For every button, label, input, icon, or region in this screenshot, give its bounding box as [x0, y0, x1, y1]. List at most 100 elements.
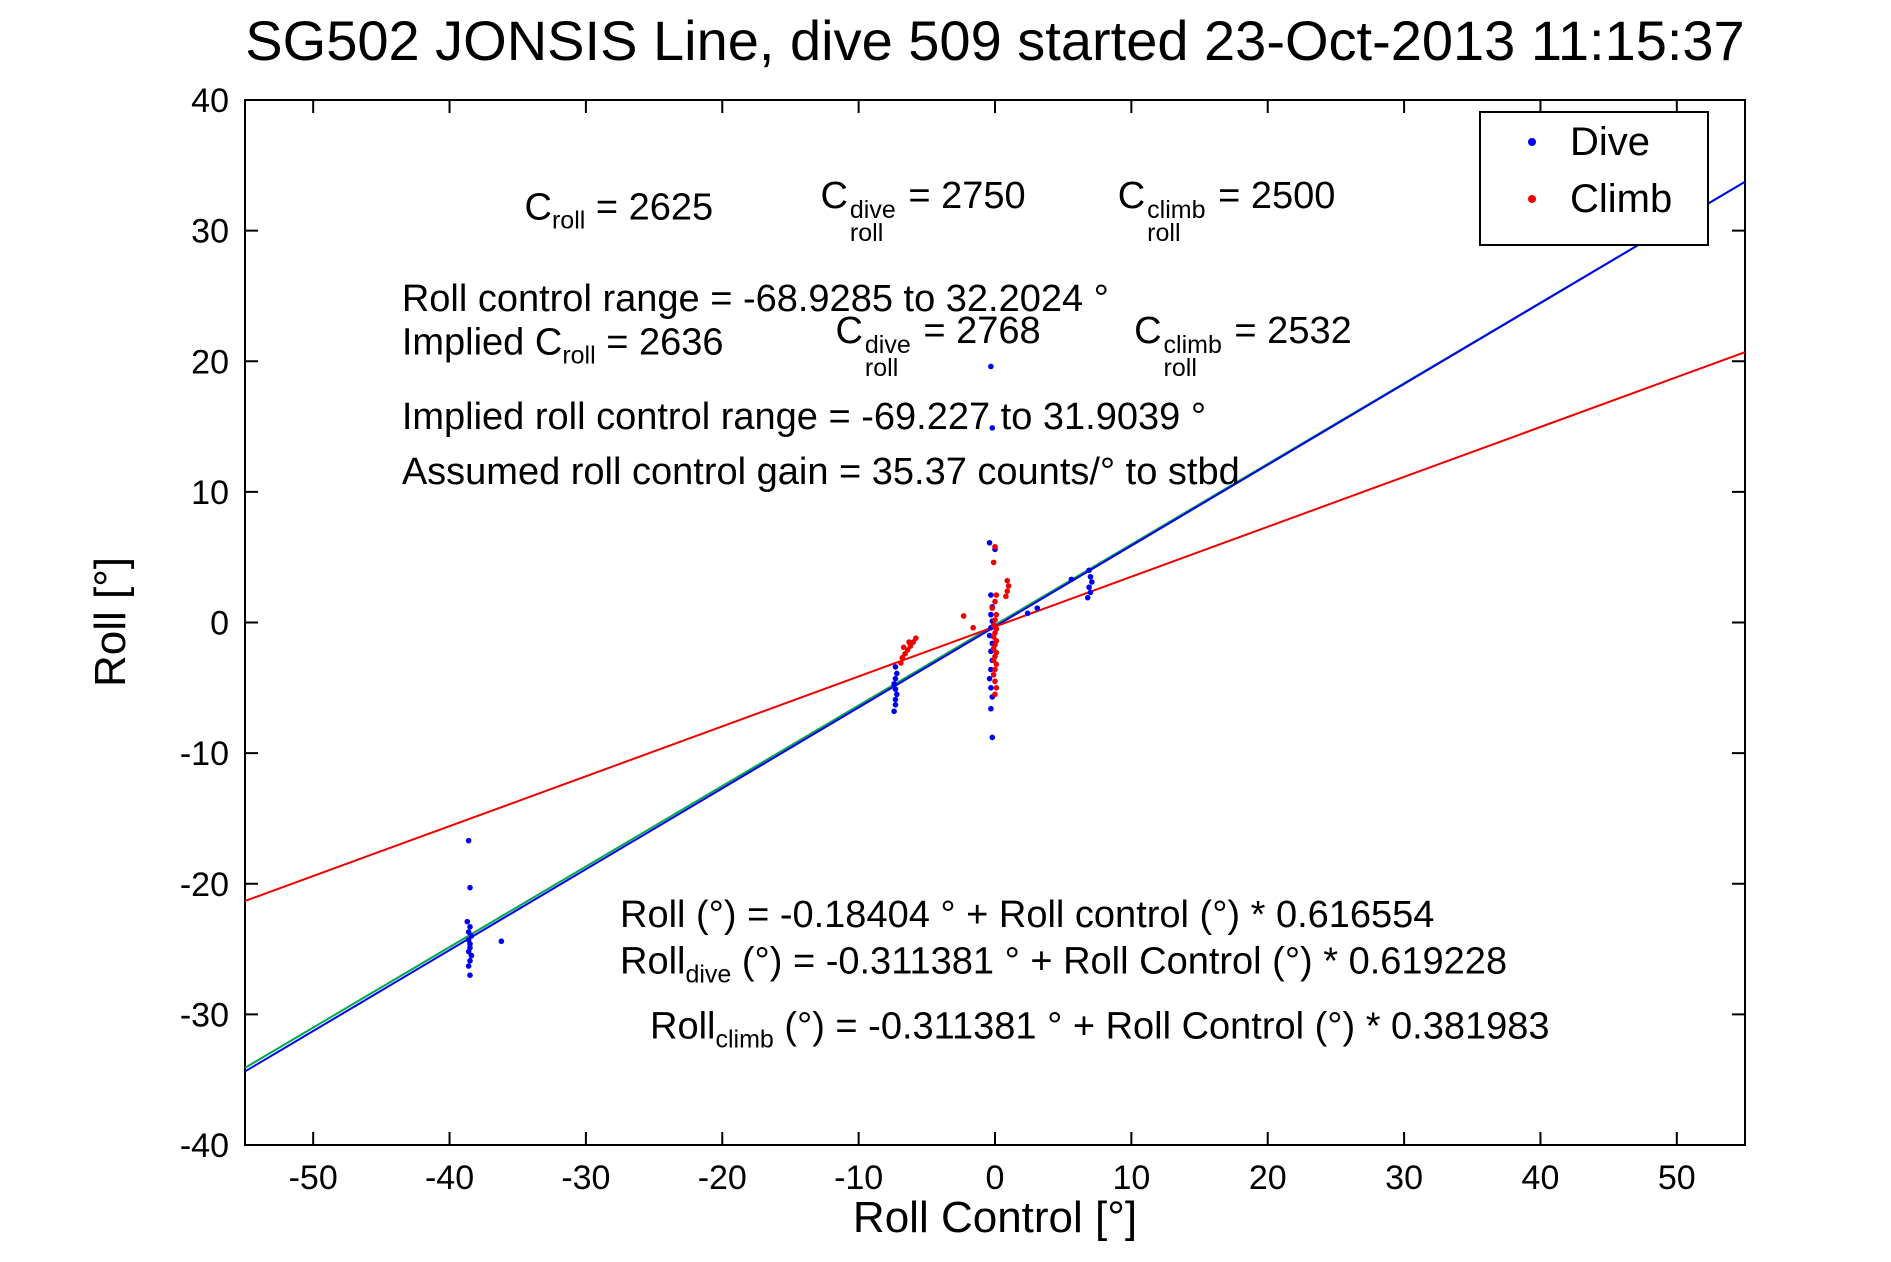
climb-point — [993, 661, 1000, 668]
climb-point — [902, 651, 908, 657]
dive-point — [891, 708, 897, 715]
dive-point — [988, 685, 994, 691]
climb-point — [1003, 593, 1009, 600]
climb-point — [990, 657, 997, 664]
y-tick-label: 20 — [191, 343, 229, 381]
dive-point — [467, 972, 473, 978]
legend-box — [1479, 111, 1709, 246]
climb-point — [989, 605, 996, 611]
y-tick-label: -20 — [180, 866, 229, 904]
climb-point — [990, 645, 997, 652]
x-tick-label: -50 — [289, 1159, 338, 1197]
dive-point — [1086, 567, 1092, 574]
climb-point — [1004, 577, 1011, 584]
climb-point — [910, 639, 916, 645]
dive-point — [467, 958, 473, 964]
dive-point — [1089, 579, 1095, 585]
climb-point — [990, 634, 997, 640]
x-tick-label: -30 — [561, 1159, 610, 1197]
legend-label-dive: Dive — [1570, 120, 1650, 164]
dive-point — [1034, 605, 1041, 611]
dive-point — [498, 938, 505, 945]
x-tick-label: 50 — [1658, 1159, 1696, 1197]
x-axis-label: Roll Control [°] — [853, 1193, 1137, 1242]
dive-point — [988, 363, 994, 370]
y-tick-label: 0 — [210, 605, 229, 643]
dive-point — [1086, 584, 1092, 591]
dive-point — [986, 540, 993, 546]
dive-point — [989, 425, 996, 431]
dive-point — [894, 691, 900, 698]
dive-point — [465, 963, 472, 969]
climb-point — [992, 666, 998, 673]
climb-point — [900, 644, 907, 651]
x-tick-label: -20 — [698, 1159, 747, 1197]
legend-marker-climb-icon — [1528, 195, 1536, 203]
climb-point — [992, 543, 998, 550]
dive-point — [465, 837, 472, 844]
dive-point — [988, 592, 994, 598]
x-tick-label: 30 — [1385, 1159, 1423, 1197]
dive-point — [988, 666, 994, 673]
climb-point — [992, 617, 998, 623]
y-tick-label: 40 — [191, 82, 229, 120]
climb-point — [906, 639, 912, 645]
climb-point — [960, 613, 967, 619]
dive-point — [986, 675, 993, 682]
dive-point — [892, 701, 899, 708]
climb-point — [992, 598, 998, 605]
dive-point — [891, 681, 897, 687]
x-tick-label: 0 — [986, 1159, 1005, 1197]
legend-label-climb: Climb — [1570, 177, 1672, 221]
legend-marker-dive-icon — [1528, 138, 1536, 146]
climb-point — [990, 671, 997, 678]
climb-point — [992, 678, 998, 685]
y-tick-label: -40 — [180, 1127, 229, 1165]
climb-point — [970, 624, 976, 631]
climb-point — [993, 592, 1000, 598]
dive-point — [988, 705, 994, 712]
dive-point — [465, 948, 472, 955]
chart-title: SG502 JONSIS Line, dive 509 started 23-O… — [245, 9, 1744, 72]
y-axis-label: Roll [°] — [86, 557, 135, 687]
dive-point — [892, 675, 899, 682]
climb-point — [1004, 588, 1011, 594]
dive-point — [892, 686, 899, 692]
x-tick-label: -40 — [425, 1159, 474, 1197]
y-tick-label: 10 — [191, 474, 229, 512]
climb-point — [904, 647, 911, 653]
x-tick-label: 20 — [1249, 1159, 1287, 1197]
climb-point — [898, 660, 904, 666]
climb-point — [899, 654, 906, 661]
climb-point — [1005, 583, 1012, 589]
x-tick-label: 40 — [1522, 1159, 1560, 1197]
climb-point — [913, 635, 919, 641]
dive-point — [1024, 610, 1031, 617]
dive-point — [467, 941, 473, 947]
x-tick-label: 10 — [1112, 1159, 1150, 1197]
dive-point — [468, 952, 475, 959]
y-tick-label: 30 — [191, 213, 229, 251]
y-tick-label: -10 — [180, 735, 229, 773]
dive-point — [1084, 594, 1091, 601]
dive-point — [1068, 576, 1075, 583]
climb-point — [993, 611, 1000, 618]
climb-point — [993, 685, 1000, 691]
climb-point — [990, 559, 997, 566]
climb-point — [990, 622, 997, 628]
climb-point — [992, 691, 998, 698]
dive-point — [465, 929, 472, 935]
plot-area: -50 -40 -30 -20 -10 0 10 20 30 40 50 -40 -30 -20 -10 0 1… — [180, 82, 1746, 1197]
dive-point — [988, 611, 994, 618]
dive-point — [1087, 589, 1094, 596]
dive-point — [1087, 573, 1094, 580]
dive-point — [894, 670, 900, 677]
dive-point — [989, 734, 996, 741]
x-tick-label: -10 — [834, 1159, 883, 1197]
y-tick-label: -30 — [180, 996, 229, 1034]
dive-point — [464, 918, 471, 925]
dive-point — [468, 933, 475, 939]
dive-point — [467, 884, 473, 891]
